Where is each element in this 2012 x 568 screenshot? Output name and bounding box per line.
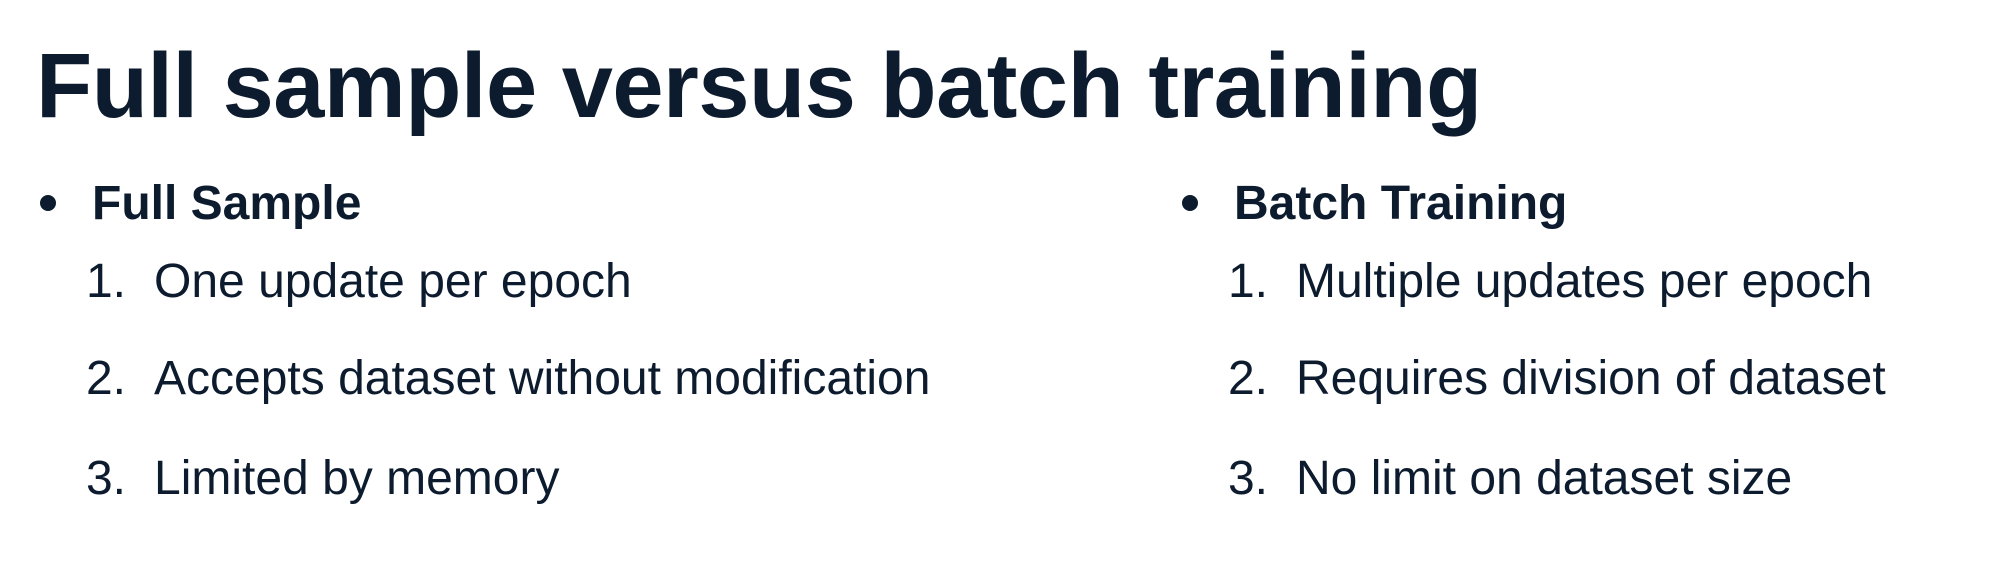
list-item-text: Accepts dataset without modification	[154, 351, 931, 405]
bullet-dot-icon	[40, 195, 56, 211]
list-number: 1.	[85, 254, 126, 308]
list-item-text: Requires division of dataset	[1296, 351, 1886, 405]
list-number: 3.	[85, 451, 126, 505]
list-item: 1. One update per epoch	[36, 234, 930, 328]
list-item-text: Multiple updates per epoch	[1296, 254, 1873, 308]
list-number: 2.	[1227, 351, 1268, 405]
bullet-heading: Batch Training	[1234, 176, 1568, 230]
numbered-list: 1. Multiple updates per epoch 2. Require…	[1178, 234, 1886, 528]
slide-title: Full sample versus batch training	[36, 35, 1482, 137]
bullet-item-full-sample: Full Sample	[36, 172, 930, 234]
list-number: 1.	[1227, 254, 1268, 308]
list-item: 2. Requires division of dataset	[1178, 328, 1886, 428]
bullet-dot-icon	[1182, 195, 1198, 211]
list-number: 3.	[1227, 451, 1268, 505]
bullet-heading: Full Sample	[92, 176, 362, 230]
list-item: 3. Limited by memory	[36, 428, 930, 528]
full-sample-column: Full Sample 1. One update per epoch 2. A…	[36, 172, 930, 528]
numbered-list: 1. One update per epoch 2. Accepts datas…	[36, 234, 930, 528]
list-item-text: Limited by memory	[154, 451, 560, 505]
list-item: 1. Multiple updates per epoch	[1178, 234, 1886, 328]
list-item-text: One update per epoch	[154, 254, 632, 308]
list-number: 2.	[85, 351, 126, 405]
batch-training-column: Batch Training 1. Multiple updates per e…	[1178, 172, 1886, 528]
bullet-item-batch-training: Batch Training	[1178, 172, 1886, 234]
list-item-text: No limit on dataset size	[1296, 451, 1793, 505]
list-item: 3. No limit on dataset size	[1178, 428, 1886, 528]
list-item: 2. Accepts dataset without modification	[36, 328, 930, 428]
